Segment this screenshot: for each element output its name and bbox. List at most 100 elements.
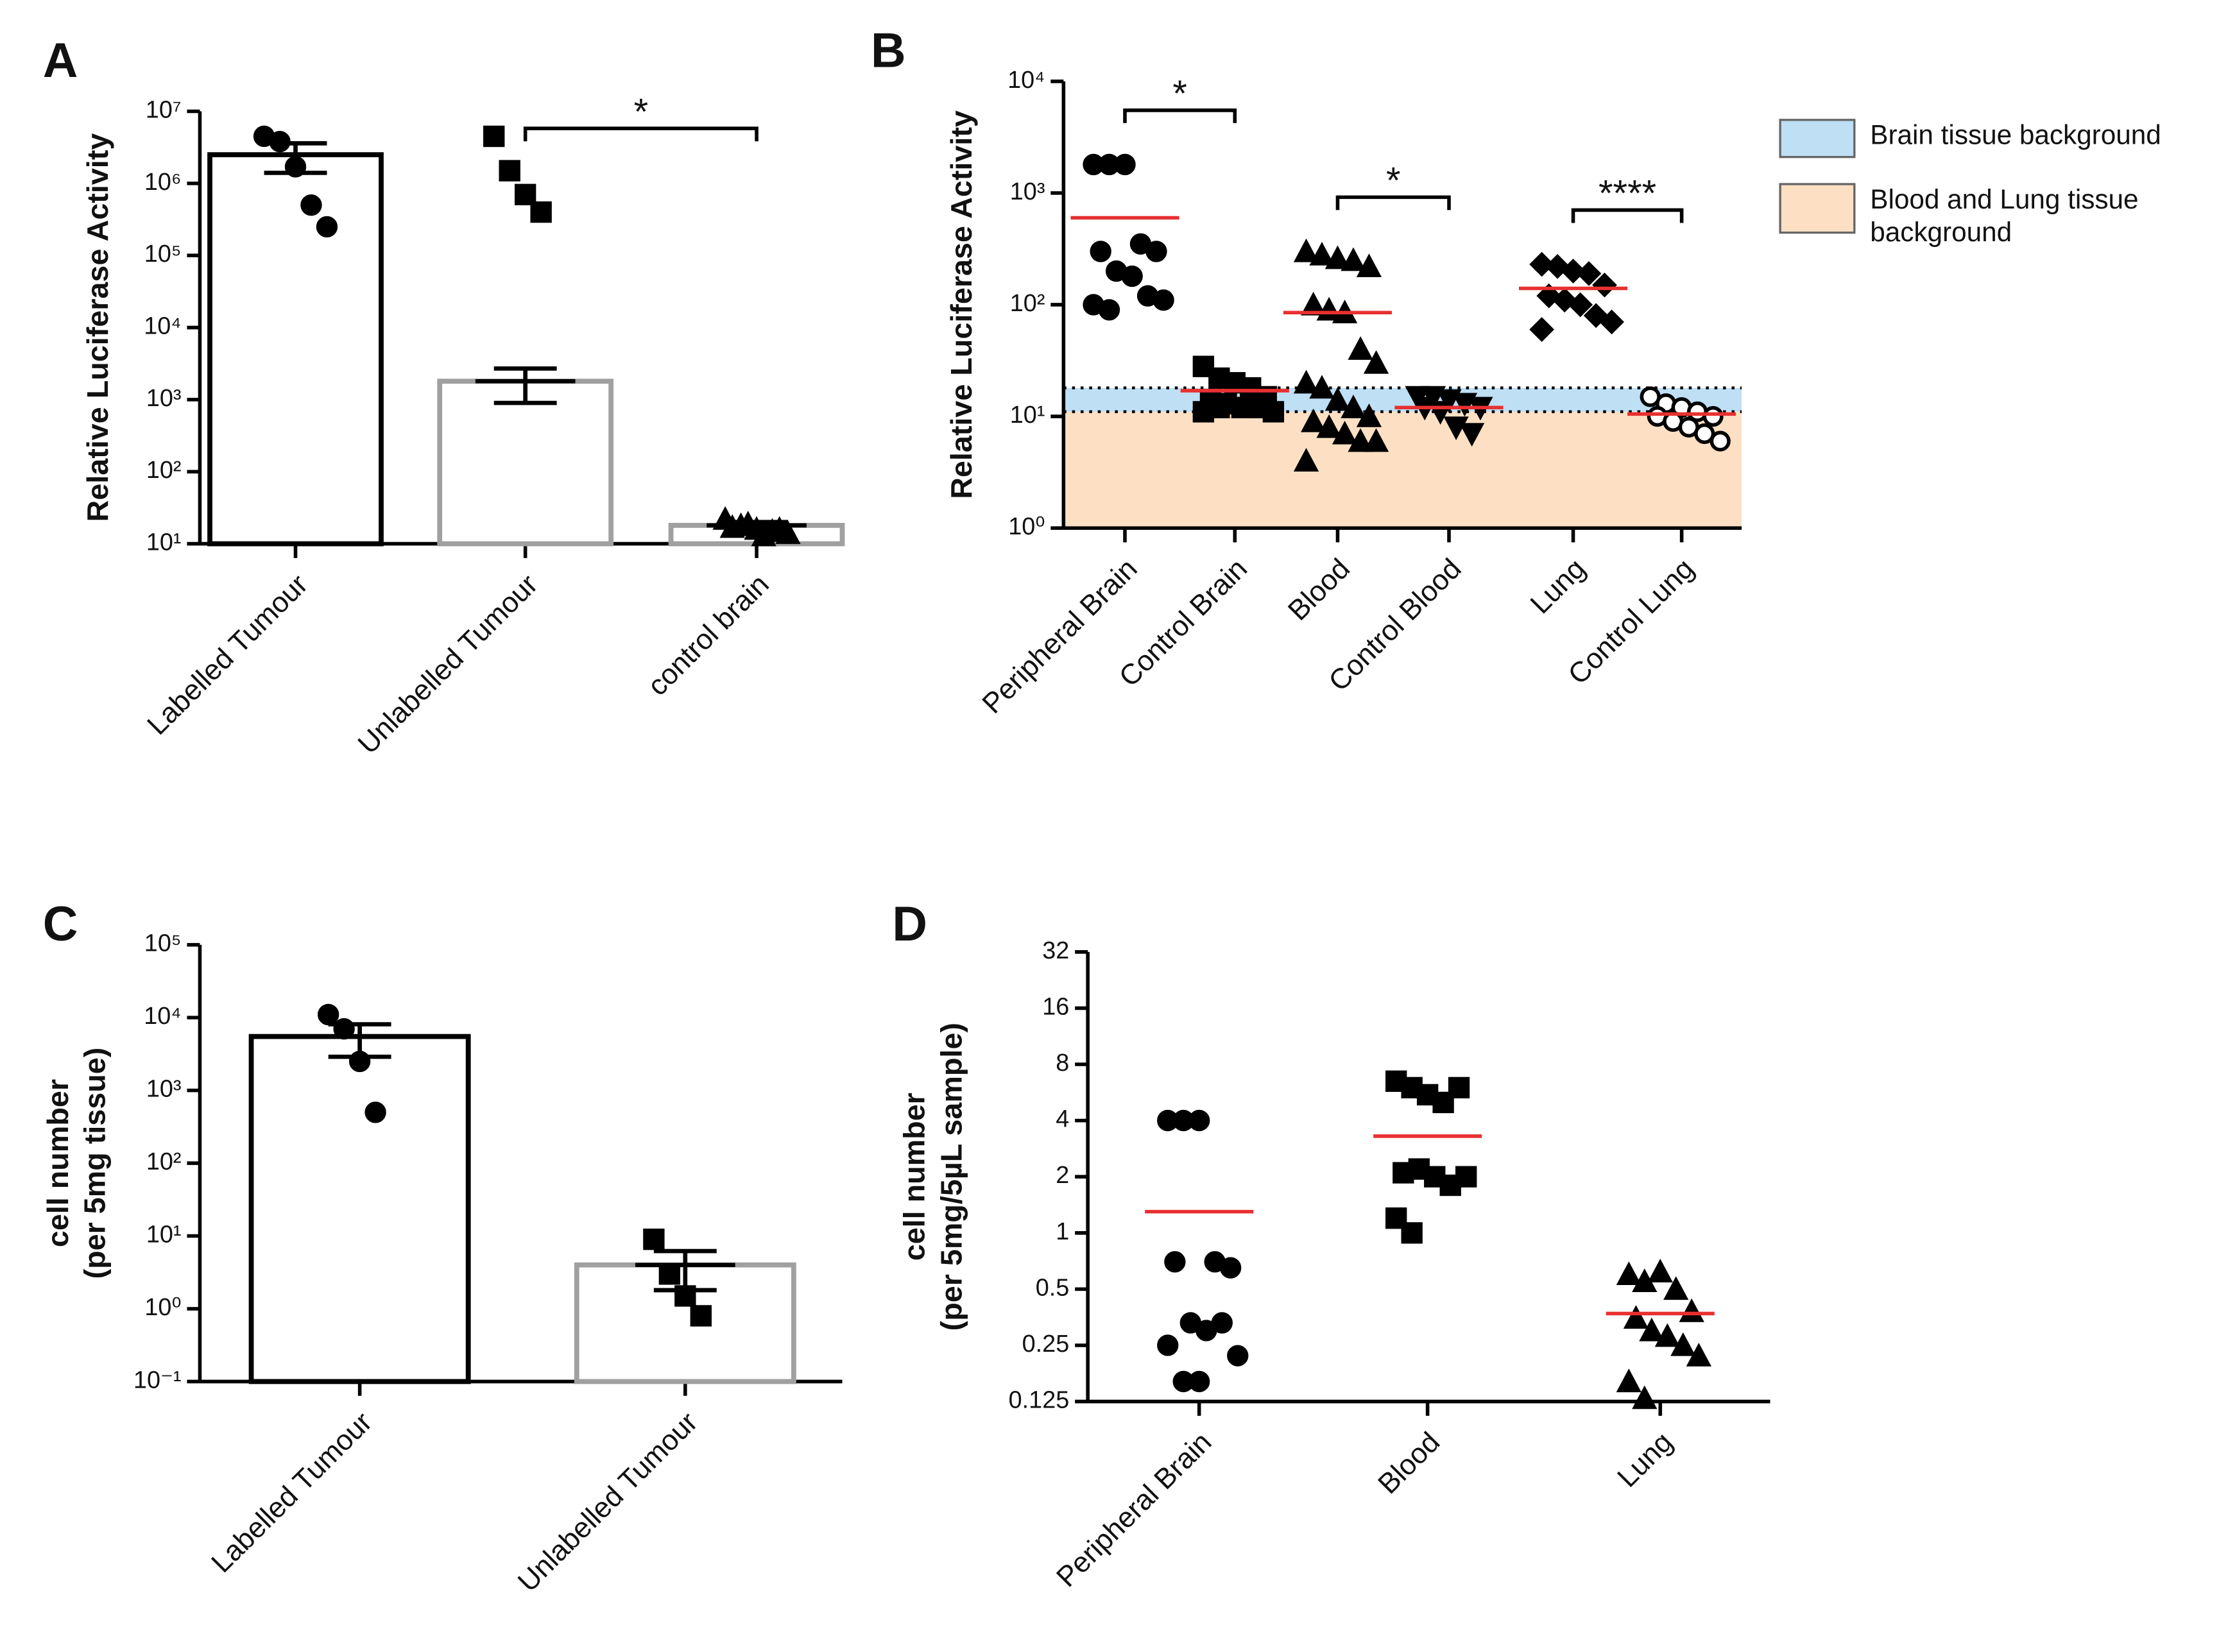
- y-tick-label: 10⁷: [146, 97, 182, 124]
- significance-bracket: [1335, 195, 1451, 210]
- y-tick-label: 10²: [146, 1148, 182, 1175]
- point: [1301, 408, 1326, 432]
- point: [499, 160, 520, 182]
- error-bar: [635, 1248, 735, 1293]
- y-tick-label: 10¹: [146, 1222, 182, 1248]
- legend-label: Brain tissue background: [1870, 121, 2161, 151]
- point: [1090, 241, 1111, 262]
- point: [1670, 1332, 1696, 1356]
- point: [1647, 1259, 1673, 1282]
- point: [1455, 1166, 1477, 1188]
- y-axis-label: cell number: [41, 1079, 74, 1247]
- point: [1356, 253, 1382, 278]
- point: [1227, 1345, 1249, 1367]
- significance-label: *: [1386, 160, 1401, 201]
- bar: [437, 379, 614, 547]
- point: [1324, 245, 1351, 269]
- point: [483, 125, 505, 148]
- point: [1153, 289, 1174, 311]
- point: [1309, 375, 1335, 399]
- y-tick-label: 2: [1056, 1162, 1069, 1189]
- point: [1686, 1342, 1711, 1367]
- y-tick-label: 10⁵: [144, 930, 182, 957]
- point: [1639, 1317, 1665, 1341]
- point: [1211, 1312, 1233, 1334]
- y-tick-label: 10⁴: [144, 313, 181, 340]
- y-axis-label: Relative Luciferase Activity: [81, 133, 114, 522]
- point: [317, 1003, 339, 1026]
- point: [1262, 401, 1285, 423]
- panel-label: A: [43, 34, 78, 88]
- point: [1448, 1077, 1470, 1099]
- bar: [248, 1034, 471, 1384]
- y-tick-label: 10¹: [146, 529, 182, 556]
- point: [1616, 1368, 1641, 1393]
- y-tick-label: 0.125: [1009, 1387, 1070, 1414]
- point: [643, 1229, 665, 1250]
- bar: [207, 152, 384, 547]
- y-axis-label: (per 5mg/5µL sample): [934, 1023, 968, 1331]
- y-tick-label: 10³: [1010, 178, 1045, 205]
- point: [1208, 396, 1230, 418]
- point: [1616, 1261, 1641, 1286]
- y-tick-label: 0.5: [1036, 1274, 1070, 1301]
- point: [1316, 414, 1342, 438]
- legend-entry: Blood and Lung tissue background: [1870, 185, 2138, 248]
- y-tick-label: 10⁴: [1007, 67, 1045, 94]
- point: [1188, 1109, 1210, 1132]
- point: [1663, 1276, 1689, 1300]
- x-tick-label: Peripheral Brain: [1050, 1426, 1217, 1593]
- significance-bracket: [1571, 208, 1684, 223]
- significance-label: *: [1172, 73, 1187, 114]
- x-tick-label: Blood: [1282, 553, 1356, 627]
- point: [1363, 428, 1389, 452]
- point: [1401, 1222, 1423, 1244]
- y-tick-label: 10⁴: [144, 1003, 181, 1030]
- point: [316, 216, 338, 238]
- point: [1316, 296, 1342, 321]
- y-tick-label: 10²: [146, 457, 182, 484]
- significance-bracket: [1123, 108, 1237, 123]
- y-tick-label: 10¹: [1010, 402, 1045, 429]
- error-bar: [475, 366, 576, 405]
- y-tick-label: 16: [1042, 993, 1069, 1020]
- point: [1356, 403, 1382, 427]
- point: [1561, 259, 1586, 284]
- point: [1341, 247, 1366, 271]
- point: [1632, 1385, 1658, 1409]
- panel-label: B: [871, 24, 906, 78]
- point: [364, 1102, 386, 1123]
- y-tick-label: 0.25: [1022, 1331, 1070, 1358]
- point: [1121, 265, 1143, 287]
- point: [1293, 448, 1319, 472]
- point: [1576, 261, 1602, 286]
- y-tick-label: 10²: [1010, 290, 1045, 317]
- y-tick-label: 10⁻¹: [133, 1367, 182, 1393]
- point: [1348, 336, 1373, 360]
- point: [1568, 292, 1593, 318]
- y-axis-label: Relative Luciferase Activity: [945, 110, 978, 499]
- legend-swatch: [1779, 119, 1856, 158]
- point: [1309, 241, 1335, 266]
- point: [1529, 251, 1554, 277]
- point: [1188, 1370, 1210, 1393]
- point: [1324, 387, 1351, 411]
- point: [1192, 355, 1215, 377]
- point: [1702, 405, 1724, 427]
- point: [530, 201, 552, 223]
- y-tick-label: 10³: [146, 1076, 182, 1103]
- point: [1710, 430, 1731, 452]
- y-tick-label: 10⁰: [144, 1294, 181, 1321]
- point: [751, 522, 776, 547]
- x-tick-label: Labelled Tumour: [141, 568, 314, 741]
- point: [1599, 309, 1624, 335]
- point: [1443, 416, 1469, 441]
- x-tick-label: Lung: [1611, 1426, 1679, 1494]
- significance-label: ****: [1598, 173, 1656, 214]
- point: [1654, 1323, 1681, 1347]
- point: [300, 194, 322, 216]
- legend-entry: Brain tissue background: [1870, 121, 2161, 151]
- point: [1623, 1305, 1649, 1329]
- point: [1679, 1298, 1704, 1322]
